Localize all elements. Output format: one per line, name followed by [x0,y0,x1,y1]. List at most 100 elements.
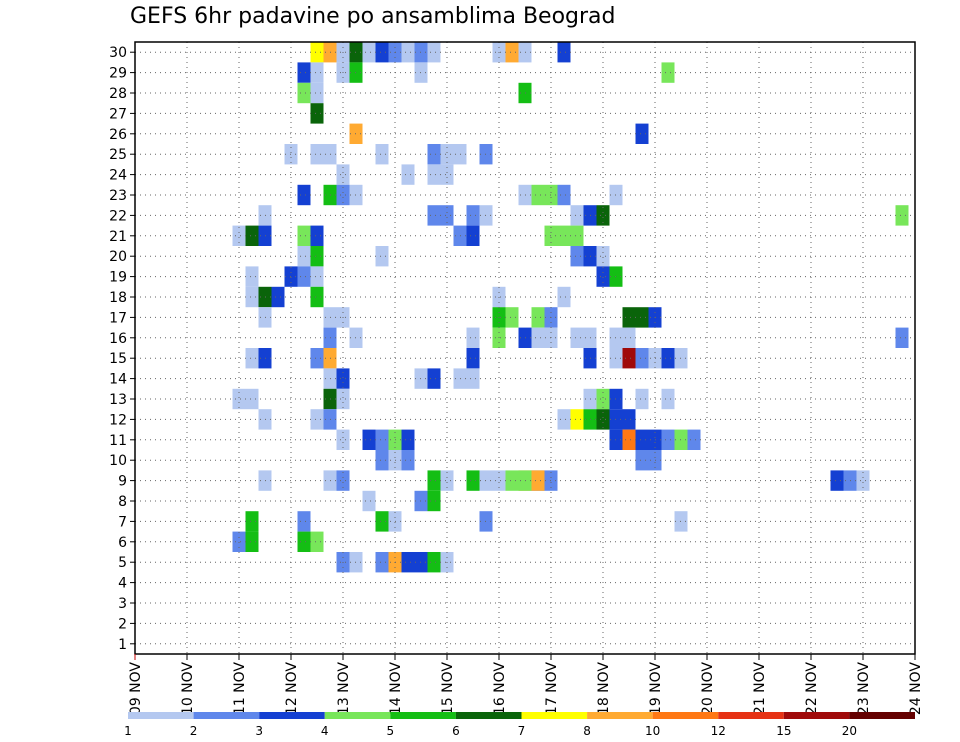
colorbar-legend: 1 2 3 4 5 6 7 8 10 12 15 20 [124,712,915,738]
heatmap-cell [570,225,584,246]
heatmap-cell [557,225,571,246]
y-tick-label: 3 [118,596,127,612]
colorbar-label: 20 [842,724,857,738]
colorbar-swatch [128,712,194,719]
heatmap-cell [310,348,324,369]
heatmap-cell [466,470,480,491]
heatmap-cell [245,266,259,287]
y-tick-label: 2 [118,616,127,632]
heatmap-cell [310,286,324,308]
heatmap-cell [401,429,415,450]
heatmap-cell [362,42,376,63]
chart-gridlines [135,42,915,654]
heatmap-cell [245,531,259,552]
heatmap-cell [557,409,571,430]
heatmap-cell [297,225,311,246]
heatmap-cell [375,42,389,63]
colorbar-label: 5 [387,724,395,738]
heatmap-cell [466,225,480,246]
heatmap-cell [622,327,636,348]
heatmap-cell [336,184,350,206]
heatmap-cell [310,246,324,267]
y-tick-label: 16 [109,331,127,347]
heatmap-cell [375,429,389,450]
heatmap-cell [622,307,636,328]
heatmap-cell [596,388,610,410]
heatmap-cell [245,388,259,410]
heatmap-cell [466,327,480,348]
heatmap-cell [661,429,675,450]
heatmap-cell [232,531,246,552]
chart-title: GEFS 6hr padavine po ansamblima Beograd [130,4,616,29]
heatmap-cell [336,368,350,389]
y-tick-label: 10 [109,453,127,469]
heatmap-cell [245,286,259,308]
heatmap-cell [401,552,415,573]
heatmap-cell [245,511,259,532]
heatmap-cell [895,327,909,348]
heatmap-cell [336,164,350,185]
heatmap-cell [297,246,311,267]
colorbar-label: 10 [645,724,660,738]
heatmap-cell [570,327,584,348]
y-tick-label: 21 [109,229,127,245]
colorbar-swatch [652,712,719,719]
heatmap-cell [570,409,584,430]
colorbar-swatch [783,712,850,719]
heatmap-cell [297,62,311,83]
colorbar-swatch [521,712,588,719]
heatmap-cell [232,388,246,410]
heatmap-cell [466,348,480,369]
heatmap-cell [427,368,441,389]
heatmap-cell [297,511,311,532]
heatmap-cell [297,184,311,206]
heatmap-cell [635,307,649,328]
colorbar-label: 6 [452,724,460,738]
heatmap-cell [635,123,649,144]
heatmap-cell [310,266,324,287]
x-tick-label: 14 NOV [388,662,404,716]
x-tick-label: 20 NOV [700,662,716,716]
heatmap-cell [557,286,571,308]
heatmap-cell [505,42,519,63]
colorbar-swatch [455,712,522,719]
heatmap-cell [336,388,350,410]
heatmap-cell [375,144,389,165]
heatmap-cell [531,307,545,328]
heatmap-cell [310,225,324,246]
colorbar-swatch [587,712,653,719]
heatmap-cell [531,470,545,491]
heatmap-cell [466,205,480,226]
x-tick-label: 16 NOV [492,662,508,716]
heatmap-cell [427,144,441,165]
heatmap-cell [440,470,454,491]
heatmap-cell [505,307,519,328]
y-tick-label: 14 [109,372,127,388]
heatmap-cell [440,144,454,165]
heatmap-cell [622,348,636,369]
x-tick-label: 10 NOV [180,662,196,716]
colorbar-label: 7 [518,724,526,738]
colorbar-swatch [849,712,915,719]
heatmap-cell [830,470,844,491]
heatmap-cell [427,205,441,226]
heatmap-cell [375,246,389,267]
heatmap-cell [375,552,389,573]
heatmap-cell [297,82,311,104]
heatmap-cell [336,429,350,450]
x-tick-label: 19 NOV [648,662,664,716]
heatmap-cell [245,348,259,369]
heatmap-cell [427,164,441,185]
heatmap-cell [635,348,649,369]
y-tick-label: 26 [109,127,127,143]
heatmap-cell [427,490,441,512]
heatmap-cell [401,42,415,63]
heatmap-cell [570,246,584,267]
heatmap-cell [622,409,636,430]
heatmap-cell [336,470,350,491]
x-tick-label: 22 NOV [804,662,820,716]
y-tick-label: 12 [109,412,127,428]
colorbar-label: 4 [321,724,329,738]
colorbar-label: 12 [711,724,726,738]
heatmap-cell [427,470,441,491]
